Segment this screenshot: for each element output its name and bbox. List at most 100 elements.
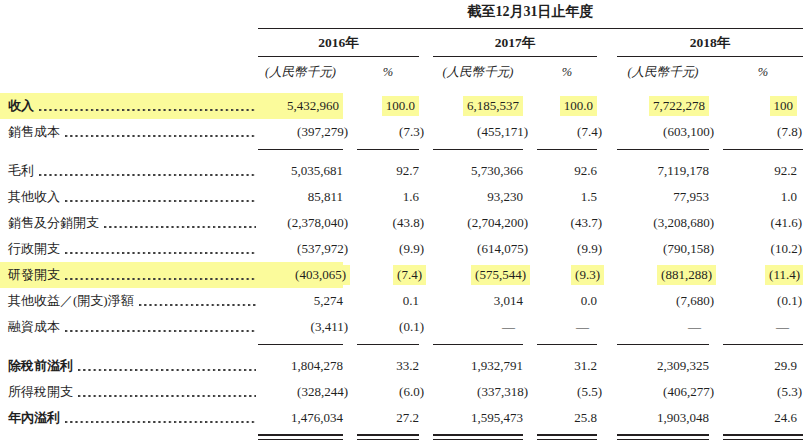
cell-2017-value: 3,014 xyxy=(433,288,523,314)
percent-label-2018: % xyxy=(723,65,803,80)
table-header: 截至12月31日止年度 xyxy=(0,3,803,29)
cell-2016-percent: (7.4) xyxy=(357,262,419,288)
cell-2016-percent: 100.0 xyxy=(357,93,419,119)
cell-2016-value: (537,972) xyxy=(258,236,343,262)
cell-2016-value: 5,274 xyxy=(258,288,343,314)
double-rule-line xyxy=(433,434,523,440)
dot-leader xyxy=(65,277,256,281)
cell-2017-percent: — xyxy=(537,314,597,340)
year-label-2016: 2016年 xyxy=(258,34,419,57)
dot-leader xyxy=(65,251,256,255)
cell-2018-value: 1,903,048 xyxy=(617,405,709,431)
cell-2017-value: (614,075) xyxy=(433,236,523,262)
percent-label-2016: % xyxy=(357,65,419,80)
rule-line xyxy=(357,344,419,345)
row-admin-expenses: 行政開支 (537,972) (9.9) (614,075) (9.9) (79… xyxy=(0,236,803,262)
cell-2016-value: (403,065) xyxy=(258,262,343,288)
rule-line xyxy=(723,344,803,345)
double-rule-line xyxy=(617,434,709,440)
year-header-row: 2016年 2017年 2018年 xyxy=(0,34,803,57)
cell-2018-value: 7,722,278 xyxy=(617,93,709,119)
rule-line xyxy=(433,149,523,150)
row-label: 毛利 xyxy=(0,158,258,184)
row-label: 其他收益／(開支)淨額 xyxy=(0,288,258,314)
cell-2018-percent: 100 xyxy=(723,93,803,119)
row-label: 除稅前溢利 xyxy=(0,353,258,379)
cell-2017-value: 1,595,473 xyxy=(433,405,523,431)
cell-2018-value: (7,680) xyxy=(617,288,709,314)
cell-2017-percent: (9.3) xyxy=(537,262,597,288)
row-label: 研發開支 xyxy=(0,262,258,288)
rule-line xyxy=(617,344,709,345)
cell-2018-percent: (10.2) xyxy=(723,236,803,262)
cell-2017-value: 1,932,791 xyxy=(433,353,523,379)
unit-label-2017: (人民幣千元) xyxy=(433,64,523,81)
cell-2017-percent: 0.0 xyxy=(537,288,597,314)
row-label: 其他收入 xyxy=(0,184,258,210)
cell-2018-value: 2,309,325 xyxy=(617,353,709,379)
row-finance-costs: 融資成本 (3,411) (0.1) — — — — xyxy=(0,314,803,340)
rule-line xyxy=(258,149,343,150)
cell-2018-value: (603,100) xyxy=(617,119,709,145)
dot-leader xyxy=(78,368,256,372)
cell-2016-value: 85,811 xyxy=(258,184,343,210)
rule-line xyxy=(617,149,709,150)
row-label: 融資成本 xyxy=(0,314,258,340)
cell-2016-value: 1,804,278 xyxy=(258,353,343,379)
cell-2018-percent: 29.9 xyxy=(723,353,803,379)
cell-2016-value: (3,411) xyxy=(258,314,343,340)
row-label: 銷售及分銷開支 xyxy=(0,210,258,236)
row-revenue: 收入 5,432,960 100.0 6,185,537 100.0 7,722… xyxy=(0,93,803,119)
row-gross-profit: 毛利 5,035,681 92.7 5,730,366 92.6 7,119,1… xyxy=(0,158,803,184)
cell-2016-percent: 33.2 xyxy=(357,353,419,379)
cell-2017-percent: 1.5 xyxy=(537,184,597,210)
percent-label-2017: % xyxy=(537,65,597,80)
cell-2017-percent: (9.9) xyxy=(537,236,597,262)
cell-2017-percent: (7.4) xyxy=(537,119,597,145)
dot-leader xyxy=(65,420,256,424)
row-label: 行政開支 xyxy=(0,236,258,262)
unit-header-row: (人民幣千元) % (人民幣千元) % (人民幣千元) % xyxy=(0,57,803,87)
year-label-2018: 2018年 xyxy=(617,34,803,57)
unit-label-2016: (人民幣千元) xyxy=(258,64,343,81)
cell-2018-percent: (41.6) xyxy=(723,210,803,236)
cell-2018-percent: 1.0 xyxy=(723,184,803,210)
row-selling-distribution-expenses: 銷售及分銷開支 (2,378,040) (43.8) (2,704,200) (… xyxy=(0,210,803,236)
rule-line xyxy=(537,149,597,150)
double-rule-line xyxy=(537,434,597,440)
row-other-gains-net: 其他收益／(開支)淨額 5,274 0.1 3,014 0.0 (7,680) … xyxy=(0,288,803,314)
cell-2018-value: (3,208,680) xyxy=(617,210,709,236)
cell-2017-percent: 92.6 xyxy=(537,158,597,184)
cell-2017-value: 93,230 xyxy=(433,184,523,210)
row-rd-expenses: 研發開支 (403,065) (7.4) (575,544) (9.3) (88… xyxy=(0,262,803,288)
year-label-2017: 2017年 xyxy=(433,34,597,57)
cell-2016-value: (397,279) xyxy=(258,119,343,145)
row-income-tax-expense: 所得稅開支 (328,244) (6.0) (337,318) (5.5) (4… xyxy=(0,379,803,405)
dot-leader xyxy=(104,225,256,229)
period-header: 截至12月31日止年度 xyxy=(258,3,803,29)
row-profit-for-year: 年內溢利 1,476,034 27.2 1,595,473 25.8 1,903… xyxy=(0,405,803,431)
cell-2017-value: — xyxy=(433,314,523,340)
unit-label-2018: (人民幣千元) xyxy=(617,64,709,81)
cell-2018-percent: (7.8) xyxy=(723,119,803,145)
row-label: 銷售成本 xyxy=(0,119,258,145)
rule-line xyxy=(357,149,419,150)
cell-2016-value: 1,476,034 xyxy=(258,405,343,431)
cell-2018-percent: — xyxy=(723,314,803,340)
cell-2017-value: (337,318) xyxy=(433,379,523,405)
dot-leader xyxy=(65,329,256,333)
dot-leader xyxy=(65,134,256,138)
cell-2016-percent: 0.1 xyxy=(357,288,419,314)
cell-2018-percent: 24.6 xyxy=(723,405,803,431)
cell-2018-value: 7,119,178 xyxy=(617,158,709,184)
cell-2017-value: (455,171) xyxy=(433,119,523,145)
cell-2017-percent: 100.0 xyxy=(537,93,597,119)
row-other-income: 其他收入 85,811 1.6 93,230 1.5 77,953 1.0 xyxy=(0,184,803,210)
cell-2018-value: 77,953 xyxy=(617,184,709,210)
cell-2016-percent: 92.7 xyxy=(357,158,419,184)
row-label: 所得稅開支 xyxy=(0,379,258,405)
cell-2016-percent: 1.6 xyxy=(357,184,419,210)
cell-2016-value: 5,035,681 xyxy=(258,158,343,184)
cell-2017-value: (2,704,200) xyxy=(433,210,523,236)
cell-2016-percent: 27.2 xyxy=(357,405,419,431)
